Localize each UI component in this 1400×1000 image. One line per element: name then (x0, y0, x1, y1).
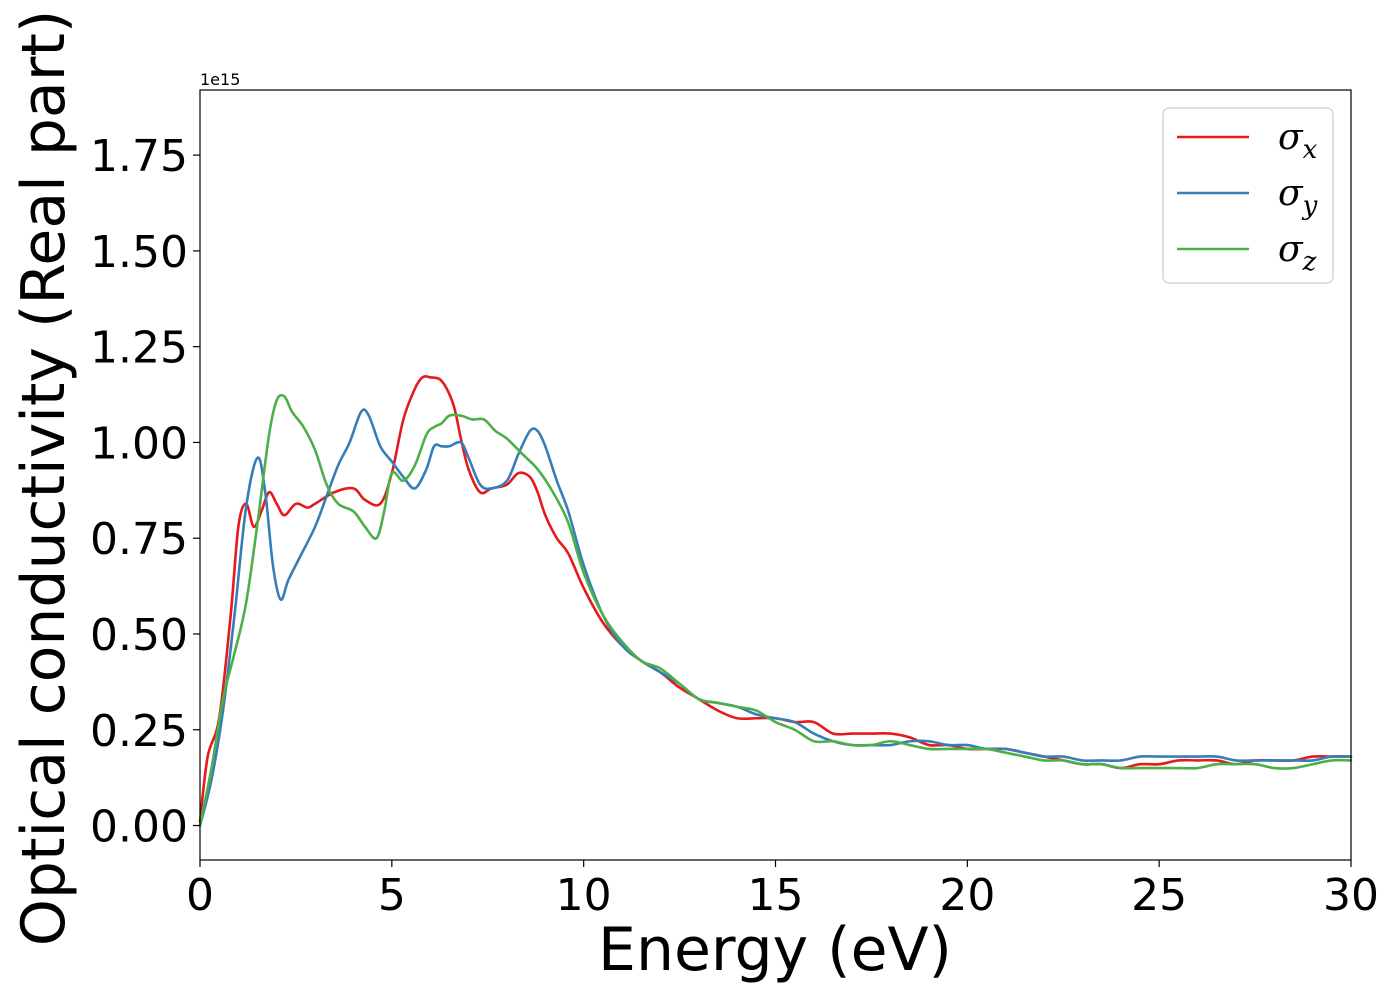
legend-subscript: x (1303, 135, 1318, 165)
y-offset-label: 1e15 (200, 70, 240, 89)
y-tick-label: 1.00 (90, 418, 188, 469)
y-tick-label: 1.25 (90, 323, 188, 374)
legend-label-y: σy (1278, 173, 1318, 221)
y-tick-label: 0.25 (90, 706, 188, 757)
legend-subscript: z (1302, 247, 1317, 277)
y-tick-label: 0.75 (90, 514, 188, 565)
series-line-z (198, 393, 1353, 827)
y-axis-ticks: 0.00 0.25 0.50 0.75 1.00 1.25 1.50 1.75 (90, 131, 200, 853)
legend-symbol: σ (1278, 229, 1304, 270)
x-tick-label: 25 (1131, 870, 1187, 921)
series-layer (198, 375, 1353, 827)
legend-label-x: σx (1278, 117, 1318, 165)
y-tick-label: 0.00 (90, 802, 188, 853)
legend-symbol: σ (1278, 173, 1304, 214)
x-tick-label: 5 (378, 870, 406, 921)
x-tick-label: 20 (939, 870, 995, 921)
series-line-y (198, 408, 1353, 827)
x-axis-label: Energy (eV) (598, 915, 952, 985)
legend-label-z: σz (1278, 229, 1317, 277)
y-tick-label: 0.50 (90, 610, 188, 661)
y-tick-label: 1.50 (90, 227, 188, 278)
x-tick-label: 0 (186, 870, 214, 921)
x-tick-label: 10 (556, 870, 612, 921)
legend-subscript: y (1302, 191, 1318, 221)
x-tick-label: 15 (748, 870, 804, 921)
y-tick-label: 1.75 (90, 131, 188, 182)
legend-box (1162, 107, 1334, 284)
x-axis-ticks: 0 5 10 15 20 25 30 (186, 860, 1379, 921)
legend-symbol: σ (1278, 117, 1304, 158)
y-axis-label: Optical conductivity (Real part) (9, 10, 79, 947)
x-tick-label: 30 (1323, 870, 1379, 921)
